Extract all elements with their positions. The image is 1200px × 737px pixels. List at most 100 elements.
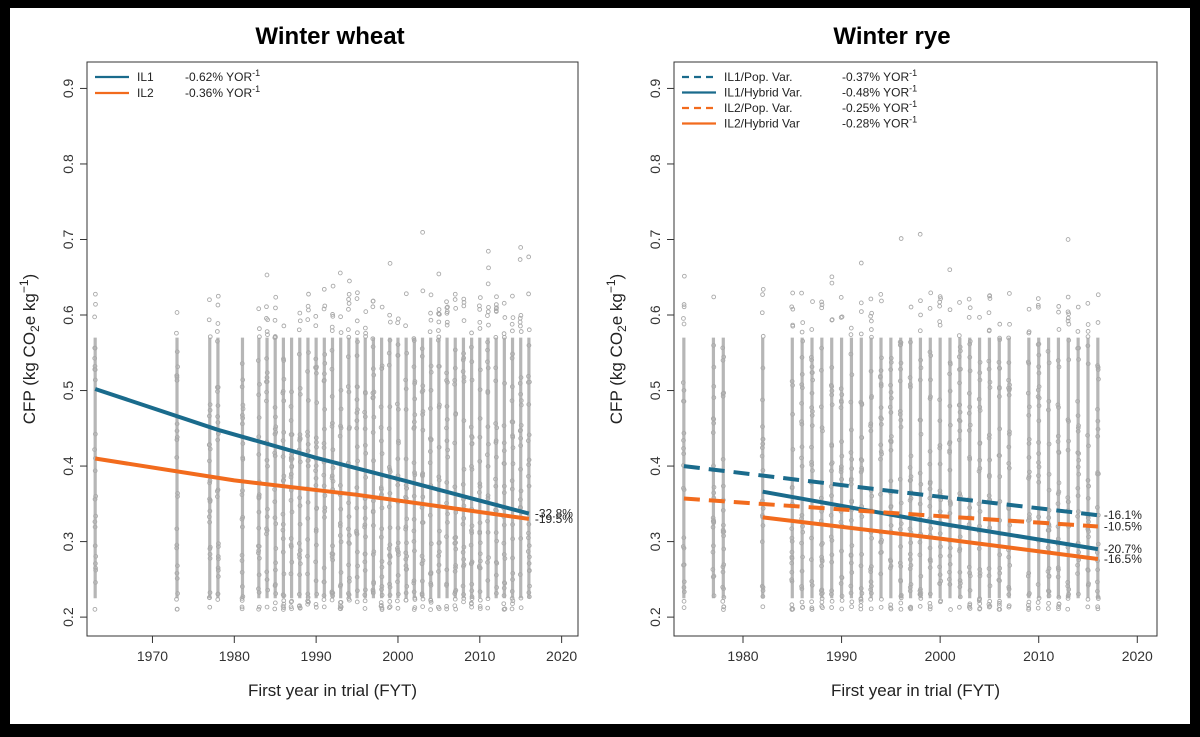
scatter-point <box>1056 327 1062 332</box>
scatter-point <box>272 317 278 323</box>
scatter-point <box>956 333 962 338</box>
scatter-point <box>1095 604 1100 610</box>
scatter-point <box>518 245 524 250</box>
scatter-point <box>427 329 433 335</box>
legend-rate: -0.48% YOR-1 <box>842 84 917 100</box>
scatter-point <box>1007 321 1012 327</box>
scatter-point <box>444 603 449 609</box>
scatter-point <box>1085 301 1091 306</box>
scatter-point <box>947 267 953 273</box>
scatter-point <box>363 309 369 314</box>
scatter-point <box>445 304 450 310</box>
scatter-point <box>819 305 825 311</box>
scatter-point <box>1007 291 1012 296</box>
scatter-point <box>858 603 864 608</box>
scatter-point <box>387 312 392 318</box>
scatter-point <box>908 304 914 310</box>
series-end-label: -19.5% <box>535 512 573 526</box>
scatter-point <box>976 598 982 604</box>
series-end-label: -10.5% <box>1104 519 1142 533</box>
scatter-point <box>809 607 815 612</box>
scatter-point <box>509 606 515 612</box>
scatter-point <box>403 323 408 329</box>
scatter-point <box>469 600 474 606</box>
x-axis-label: First year in trial (FYT) <box>831 681 1000 700</box>
scatter-point <box>917 328 923 334</box>
scatter-point <box>346 306 351 312</box>
scatter-point <box>986 601 992 607</box>
legend-rate: -0.28% YOR-1 <box>842 115 917 131</box>
scatter-point <box>829 317 835 323</box>
scatter-point <box>403 597 409 603</box>
scatter-point <box>215 321 221 326</box>
scatter-point <box>878 604 884 610</box>
scatter-point <box>879 298 884 304</box>
scatter-point <box>986 310 992 316</box>
scatter-point <box>937 303 942 309</box>
scatter-point <box>937 294 943 299</box>
legend-rate-text: -0.48% YOR <box>842 86 909 100</box>
scatter-point <box>444 319 450 325</box>
scatter-point <box>387 319 393 325</box>
scatter-point <box>1035 302 1041 308</box>
legend-rate: -0.37% YOR-1 <box>842 68 917 84</box>
scatter-point <box>977 315 982 320</box>
scatter-point <box>1046 600 1051 606</box>
scatter-point <box>436 307 442 312</box>
scatter-point <box>1036 304 1041 310</box>
scatter-point <box>428 310 433 316</box>
legend: IL1 -0.62% YOR-1 IL2 -0.36% YOR-1 <box>95 68 260 100</box>
scatter-point <box>370 304 376 310</box>
scatter-point <box>322 303 328 309</box>
scatter-point <box>977 606 982 612</box>
scatter-point <box>1065 294 1071 300</box>
x-tick-label: 2020 <box>1122 648 1153 664</box>
scatter-point <box>839 606 845 612</box>
scatter-point <box>799 599 805 605</box>
scatter-point <box>1035 605 1041 611</box>
figure-frame: Winter wheat 0.2 0.3 0.4 0.5 0.6 0.7 0.8 0.9 1970… <box>10 8 1190 724</box>
scatter-point <box>288 604 294 610</box>
scatter-point <box>477 307 483 312</box>
legend-rate-text: -0.36% YOR <box>185 86 252 100</box>
scatter-point <box>809 599 814 605</box>
scatter-point <box>1035 600 1041 605</box>
x-tick-label: 1980 <box>219 648 250 664</box>
legend-name: IL2/Hybrid Var <box>724 117 800 131</box>
scatter-point <box>264 604 270 610</box>
scatter-point <box>927 601 933 606</box>
scatter-point <box>313 604 319 610</box>
scatter-point <box>800 320 806 325</box>
scatter-point <box>428 292 434 298</box>
scatter-point <box>878 292 884 297</box>
scatter-point <box>296 327 302 333</box>
series-line-il1-pop-var- <box>683 464 1099 518</box>
scatter-point <box>288 599 294 605</box>
scatter-point <box>518 323 523 329</box>
y-label-part: ) <box>20 274 39 280</box>
x-axis-label: First year in trial (FYT) <box>248 681 417 700</box>
scatter-point <box>928 290 934 296</box>
scatter-point <box>859 309 864 314</box>
legend-rate-text: -0.25% YOR <box>842 101 909 115</box>
scatter-point <box>346 327 351 332</box>
legend-name: IL1/Hybrid Var. <box>724 86 802 100</box>
y-tick-label: 0.4 <box>647 456 663 476</box>
scatter-point <box>760 287 766 292</box>
scatter-point <box>379 304 385 310</box>
scatter-point <box>927 306 933 311</box>
scatter-point <box>461 300 467 305</box>
scatter-point <box>1045 606 1051 611</box>
scatter-point <box>760 292 765 297</box>
plot-border <box>86 61 579 637</box>
scatter-point <box>858 260 864 266</box>
scatter-point <box>1056 604 1061 609</box>
legend-rate: -0.62% YOR-1 <box>185 68 260 84</box>
scatter-point <box>387 599 393 604</box>
scatter-point <box>888 606 894 612</box>
scatter-point <box>1026 605 1032 611</box>
scatter-point <box>800 605 805 610</box>
scatter-point <box>948 607 953 612</box>
scatter-point <box>938 296 943 301</box>
scatter-point <box>510 601 515 607</box>
